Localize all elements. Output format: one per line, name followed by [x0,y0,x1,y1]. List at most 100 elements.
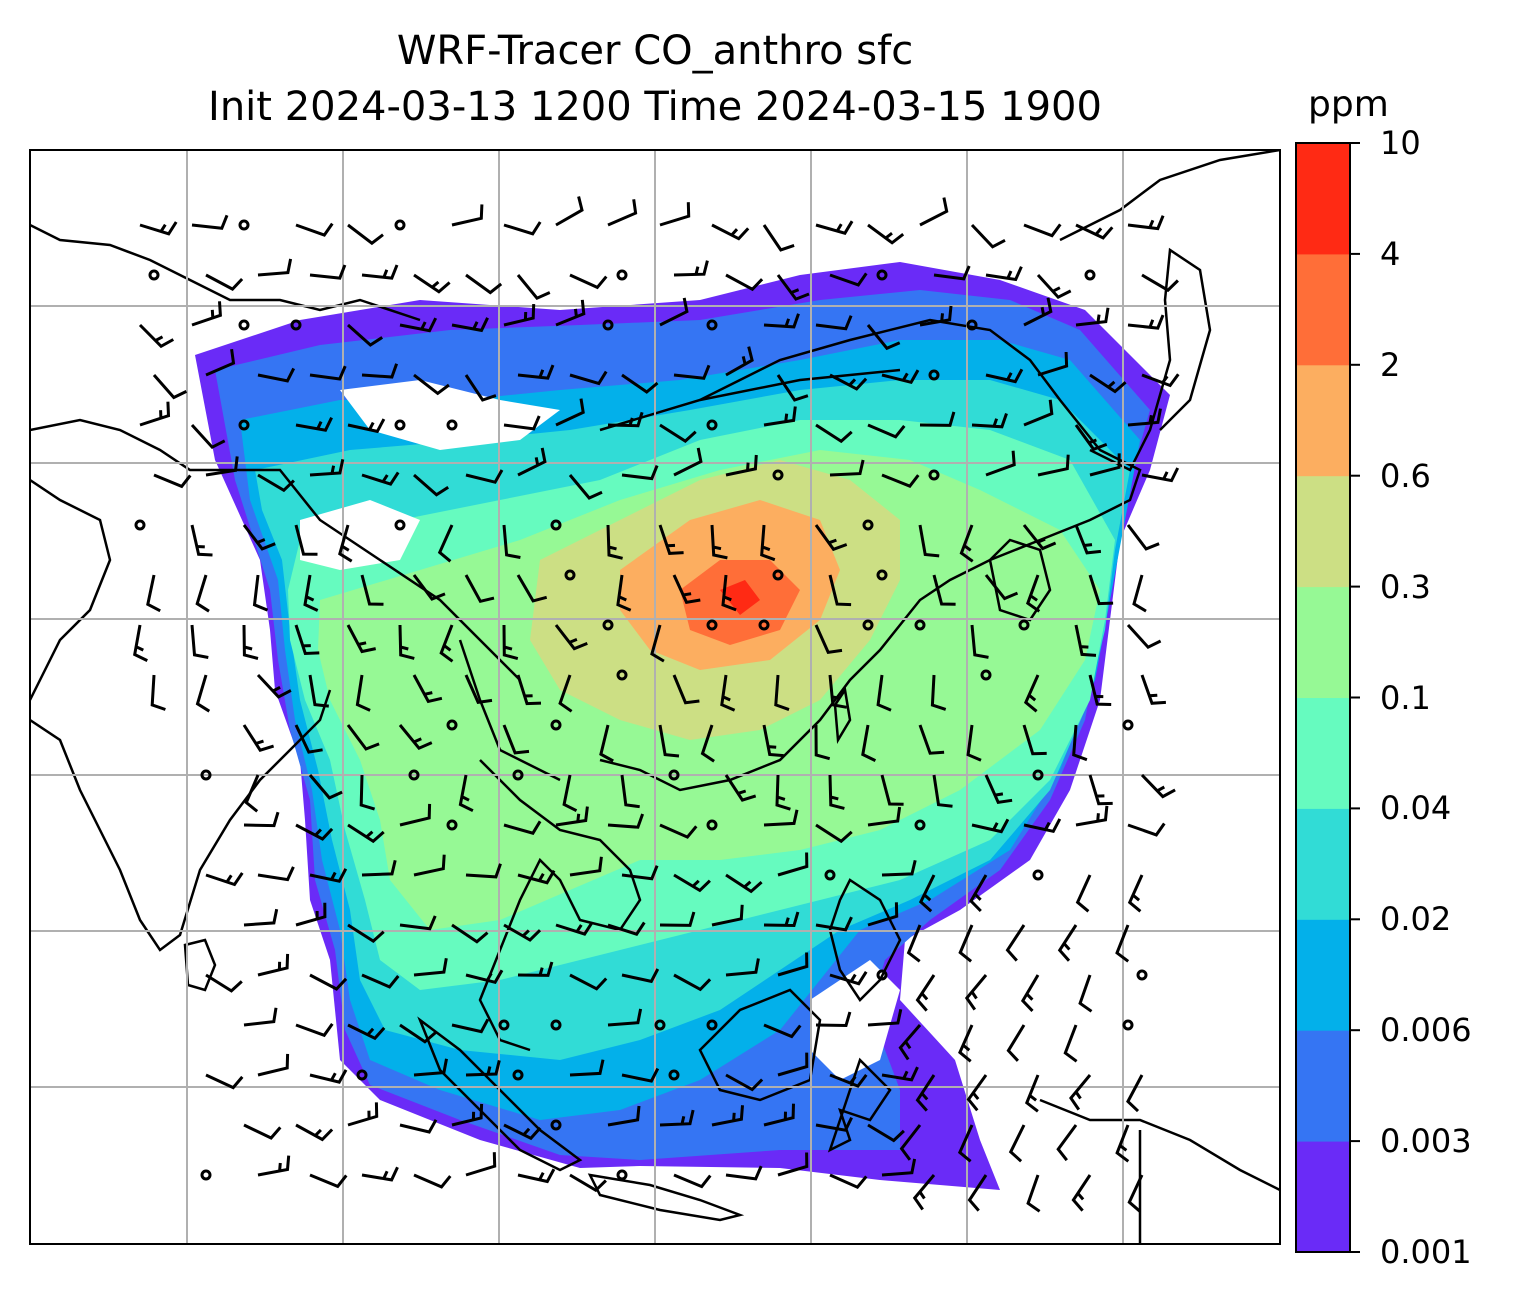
wind-barb-calm [668,1069,680,1081]
wind-barb [659,911,696,927]
wind-barb [919,305,953,327]
wind-barb [413,373,450,396]
colorbar-tick-label: 2 [1380,345,1401,384]
colorbar-segment [1296,143,1350,255]
wind-barb [867,423,906,439]
wind-barb [1141,273,1179,293]
wind-barb [555,299,586,327]
wind-barb [966,724,982,762]
wind-barb-calm [1122,1019,1134,1031]
wind-barb-calm [706,419,718,431]
wind-barb [347,1102,379,1127]
wind-barb [244,774,260,813]
wind-barb [517,961,554,977]
wind-barb-calm [550,719,562,731]
wind-barb-calm [876,269,888,281]
wind-barb [725,454,758,477]
wind-barb-calm [238,419,250,431]
wind-barb [725,346,754,377]
wind-barb [1057,924,1078,962]
wind-barb [918,874,936,913]
wind-barb [569,1173,607,1193]
wind-barb [867,902,899,927]
wind-barb-calm [290,319,302,331]
wind-barb [1023,399,1054,427]
wind-barb [1063,1024,1078,1063]
wind-barb [205,1073,244,1090]
field-gap-2 [300,500,420,570]
wind-barb [1023,818,1062,834]
wind-barb [558,674,573,713]
field-band-10 [720,580,760,615]
wind-barb [725,873,763,894]
wind-barb-calm [408,769,420,781]
wind-barb [242,724,275,752]
wind-barb-calm [706,319,718,331]
wind-barb [899,1124,922,1161]
wind-barb [777,852,809,877]
wind-barb [673,973,712,992]
wind-barb [1056,1124,1078,1162]
wind-barb [257,1155,291,1177]
wind-barb-calm [148,269,160,281]
wind-barb-calm [824,869,836,881]
wind-barb [776,274,810,301]
wind-barb [150,674,166,711]
wind-barb [569,973,608,991]
wind-barb [616,574,632,612]
wind-barb [1072,724,1088,762]
wind-barb [966,1074,988,1112]
wind-barb [139,221,178,236]
colorbar-segment [1296,364,1350,477]
wind-barb-calm [1032,769,1044,781]
wind-barb [1020,974,1040,1012]
wind-barb [777,1052,809,1077]
wind-barb [763,809,799,827]
wind-barb [516,274,551,301]
coastline-taiwan [833,686,852,744]
wind-barb [568,474,603,500]
wind-barb [503,923,542,942]
wind-barb-calm [876,969,888,981]
wind-barb [153,473,192,489]
wind-barb [413,958,448,977]
wind-barb-calm [446,819,458,831]
wind-barb [308,674,329,708]
wind-barb-calm [550,519,562,531]
wind-barb [242,524,276,551]
wind-barb [1115,924,1130,963]
wind-barb [464,574,495,604]
wind-barb [243,1123,282,1140]
wind-barb-calm [550,1019,562,1031]
wind-barb [607,1105,641,1127]
wind-barb [517,364,555,380]
wind-barb [191,301,222,327]
wind-barb [1023,297,1053,327]
wind-barb [763,911,800,928]
wind-barb [815,1011,852,1028]
wind-barb [1008,1124,1026,1163]
wind-barb [673,364,711,380]
wind-barb-calm [966,319,978,331]
wind-barb [881,859,917,877]
wind-barb [606,524,623,560]
wind-barb [658,724,680,758]
wind-barb [256,673,292,699]
wind-barb-calm [498,1019,510,1031]
wind-barb [294,524,318,556]
wind-barb [242,624,259,660]
wind-barb [205,348,236,377]
wind-barb [309,365,347,381]
wind-barb-calm [512,769,524,781]
wind-barb-calm [706,619,718,631]
colorbar-tick-label: 0.04 [1380,789,1452,828]
wind-barb [881,473,920,489]
border-lines [220,368,901,782]
wind-barb [243,908,279,927]
wind-barb [711,223,750,241]
coastline-indochina [478,759,642,1052]
wind-barb [867,1123,905,1143]
wind-barb [1078,974,1093,1013]
wind-barb [763,1023,802,1039]
wind-barb [555,196,584,227]
